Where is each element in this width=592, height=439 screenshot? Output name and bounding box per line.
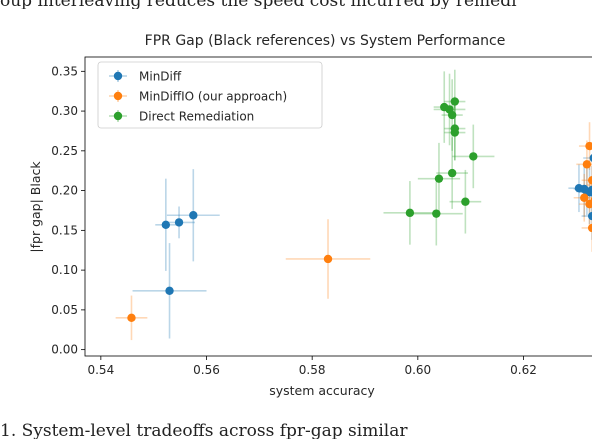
plot-frame (84, 56, 592, 357)
caption-bottom-fragment: 1. System-level tradeoffs across fpr-gap… (0, 421, 408, 439)
x-tick-label: 0.60 (404, 363, 431, 377)
data-point (323, 254, 333, 264)
data-point (587, 185, 592, 194)
x-tick-label: 0.56 (193, 363, 220, 377)
data-point (161, 220, 171, 229)
data-point (450, 97, 460, 106)
x-tick-label: 0.54 (87, 363, 114, 377)
legend-box (97, 61, 323, 129)
data-point (127, 313, 136, 323)
data-point (174, 218, 184, 227)
data-point (165, 286, 174, 295)
y-axis-title: |fpr gap| Black (28, 161, 43, 253)
data-point (405, 208, 415, 218)
y-tick-label: 0.20 (51, 184, 78, 198)
y-tick-label: 0.05 (51, 303, 78, 317)
x-tick-label: 0.58 (299, 363, 326, 377)
x-axis-title: system accuracy (269, 383, 375, 398)
legend-label: Direct Remediation (139, 110, 254, 124)
y-tick-label: 0.00 (51, 343, 78, 357)
data-point (580, 193, 589, 202)
legend-label: MinDiffIO (our approach) (139, 90, 287, 104)
legend-marker (113, 91, 123, 101)
data-point (589, 154, 592, 162)
data-point (432, 209, 441, 218)
x-axis: 0.540.560.580.600.620.64 (87, 356, 537, 377)
data-point (447, 110, 457, 120)
legend-marker (113, 111, 123, 121)
chart-title: FPR Gap (Black references) vs System Per… (145, 33, 506, 49)
y-axis: 0.00 0.05 0.10 0.15 0.20 0.25 0.30 0.35 (51, 64, 85, 357)
data-point (450, 128, 460, 137)
legend: MinDiff MinDiffIO (our approach) Direct Re… (97, 61, 323, 129)
data-point (469, 152, 478, 161)
data-point (434, 174, 444, 183)
x-tick-label: 0.62 (510, 363, 537, 377)
legend-label: MinDiff (139, 70, 182, 84)
data-points (127, 97, 592, 323)
data-point (189, 211, 198, 220)
data-point (585, 199, 592, 209)
data-point (587, 223, 592, 233)
y-tick-label: 0.30 (51, 104, 78, 118)
y-tick-label: 0.35 (51, 64, 78, 78)
y-tick-label: 0.10 (51, 263, 78, 277)
legend-marker (113, 71, 123, 81)
data-point (587, 211, 592, 221)
data-point (582, 160, 592, 169)
data-point (461, 197, 470, 206)
caption-top-fragment: oup interleaving reduces the speed cost … (0, 0, 592, 9)
data-point (585, 141, 592, 151)
y-tick-label: 0.25 (51, 144, 78, 158)
data-point (447, 168, 457, 178)
data-point (587, 176, 592, 185)
y-tick-label: 0.15 (51, 223, 78, 237)
